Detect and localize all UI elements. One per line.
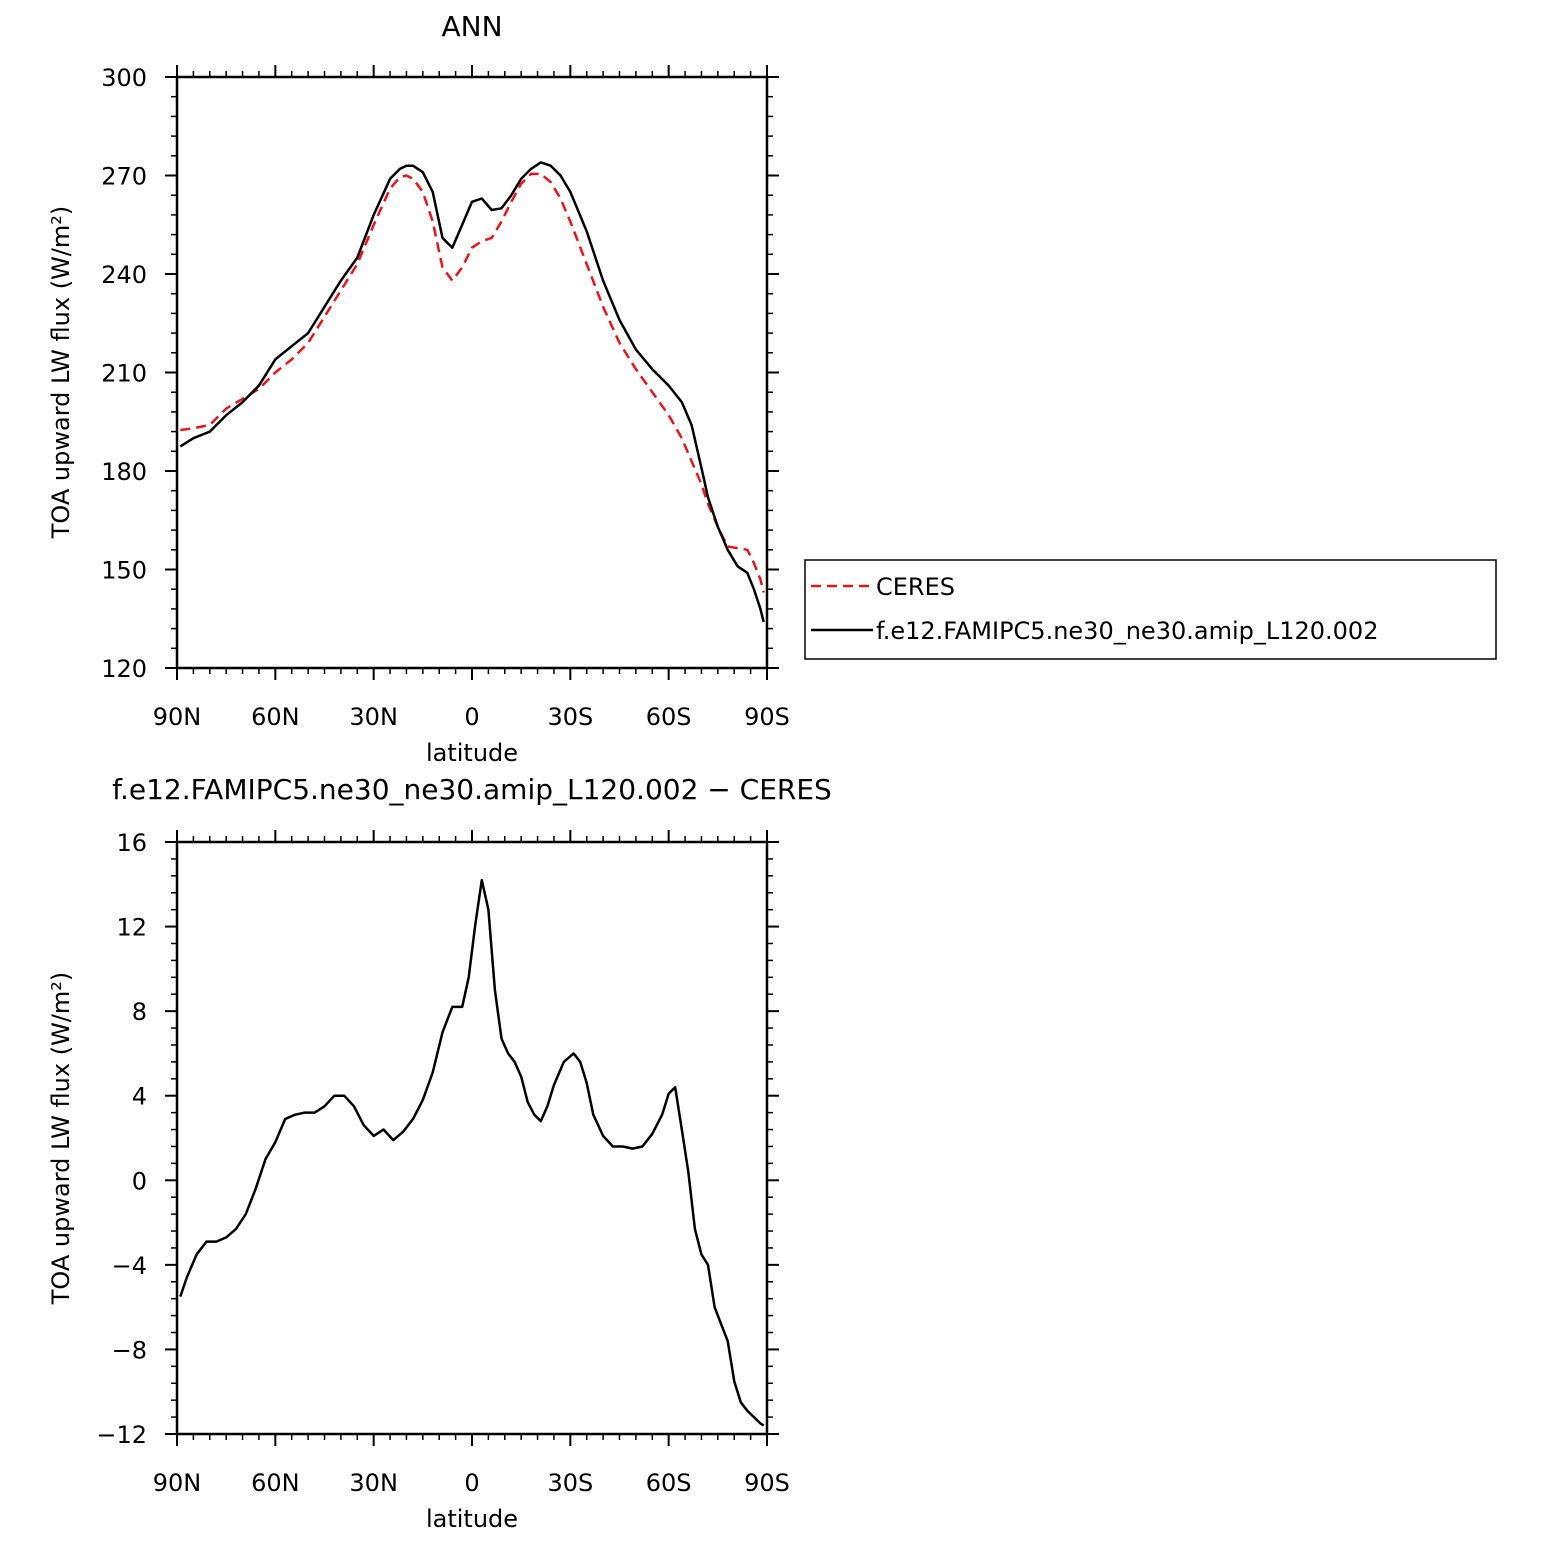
bottom-chart-panel: f.e12.FAMIPC5.ne30_ne30.amip_L120.002 − … <box>47 773 832 1533</box>
ytick-label: −8 <box>112 1336 147 1364</box>
top-chart-series <box>179 161 765 623</box>
bottom-chart-xlabel: latitude <box>426 1505 518 1533</box>
top-chart-panel: ANN TOA upward LW flux (W/m²) latitude 1… <box>47 10 790 767</box>
bottom-chart-ylabel: TOA upward LW flux (W/m²) <box>47 972 75 1306</box>
xtick-label: 60N <box>251 1469 300 1497</box>
xtick-label: 60N <box>251 703 300 731</box>
xtick-label: 90S <box>744 1469 790 1497</box>
ytick-label: 12 <box>116 914 147 942</box>
top-chart-xlabel: latitude <box>426 739 518 767</box>
ytick-label: 300 <box>101 64 147 92</box>
ytick-label: −4 <box>112 1252 147 1280</box>
xtick-label: 90S <box>744 703 790 731</box>
xtick-label: 90N <box>153 1469 202 1497</box>
top-chart-ticks: 120 150 180 210 240 270 300 90N 60N 30N 0 30S 60S 90S <box>101 64 790 731</box>
xtick-label: 30N <box>349 703 398 731</box>
ytick-label: 0 <box>132 1167 147 1195</box>
ytick-label: −12 <box>96 1421 147 1449</box>
ytick-label: 240 <box>101 261 147 289</box>
ytick-label: 180 <box>101 458 147 486</box>
bottom-chart-title: f.e12.FAMIPC5.ne30_ne30.amip_L120.002 − … <box>112 773 832 806</box>
series-line-difference <box>179 878 765 1427</box>
ytick-label: 4 <box>132 1083 147 1111</box>
bottom-chart-series <box>179 878 765 1427</box>
series-line-ceres <box>180 172 765 593</box>
legend-label-model: f.e12.FAMIPC5.ne30_ne30.amip_L120.002 <box>876 617 1378 645</box>
xtick-label: 90N <box>153 703 202 731</box>
xtick-label: 0 <box>464 1469 479 1497</box>
series-line-f-e12-famipc5-ne30-ne30-amip-l120-002 <box>179 161 765 623</box>
legend: CERES f.e12.FAMIPC5.ne30_ne30.amip_L120.… <box>804 559 1497 660</box>
ytick-label: 120 <box>101 655 147 683</box>
xtick-label: 30N <box>349 1469 398 1497</box>
ytick-label: 270 <box>101 163 147 191</box>
xtick-label: 30S <box>547 703 593 731</box>
top-chart-ylabel: TOA upward LW flux (W/m²) <box>47 206 75 540</box>
legend-label-ceres: CERES <box>876 573 955 601</box>
ytick-label: 16 <box>116 829 147 857</box>
xtick-label: 60S <box>646 703 692 731</box>
legend-box <box>804 559 1497 660</box>
top-chart-frame <box>175 75 769 670</box>
xtick-label: 30S <box>547 1469 593 1497</box>
xtick-label: 0 <box>464 703 479 731</box>
ytick-label: 210 <box>101 360 147 388</box>
bottom-chart-frame <box>175 840 769 1436</box>
ytick-label: 150 <box>101 557 147 585</box>
top-chart-title: ANN <box>441 10 502 43</box>
xtick-label: 60S <box>646 1469 692 1497</box>
ytick-label: 8 <box>132 998 147 1026</box>
